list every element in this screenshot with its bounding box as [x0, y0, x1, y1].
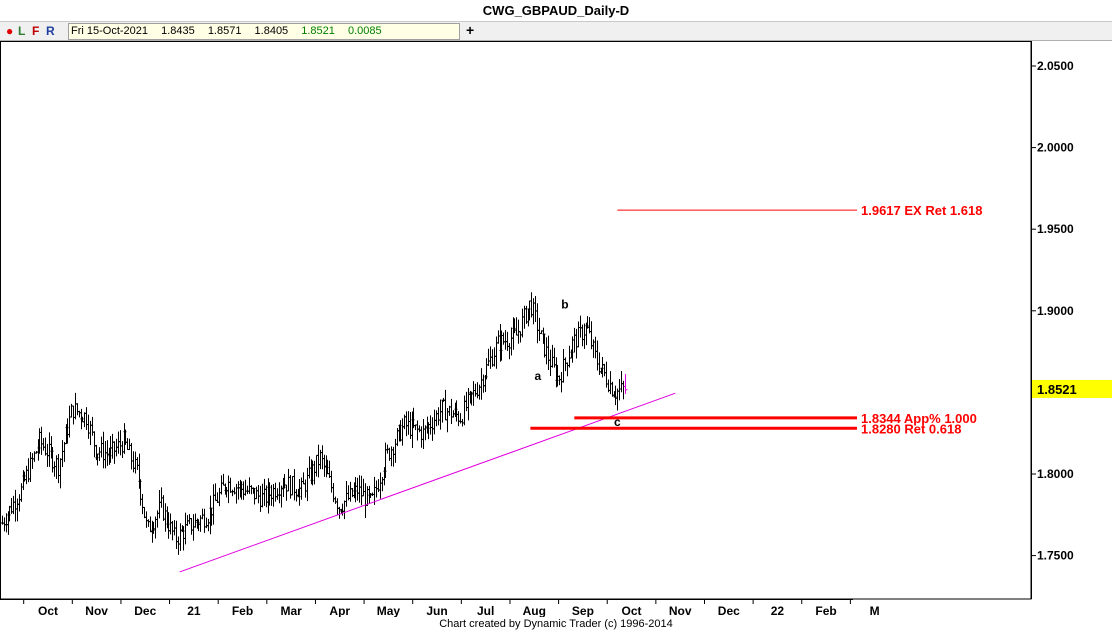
level-label: 1.8344 App% 1.000: [861, 411, 977, 426]
time-tick-label: Nov: [669, 604, 692, 617]
line-button[interactable]: L: [18, 24, 26, 38]
price-chart[interactable]: 2.0500 2.0000 1.9500 1.9000 1.8000 1.7500 Oct N…: [0, 41, 1112, 617]
time-tick-label: Apr: [329, 604, 350, 617]
quote-change: 0.0085: [347, 25, 382, 37]
time-tick-label: 22: [771, 604, 785, 617]
add-icon[interactable]: +: [466, 22, 475, 38]
time-tick-label: May: [377, 604, 401, 617]
price-tick-label: 1.7500: [1037, 549, 1074, 563]
quote-close: 1.8521: [301, 25, 335, 37]
quote-low: 1.8405: [254, 25, 289, 37]
wave-label: a: [535, 369, 542, 383]
time-tick-label: Sep: [572, 604, 594, 617]
footer-credit: Chart created by Dynamic Trader (c) 1996…: [439, 618, 673, 630]
quote-open: 1.8435: [161, 25, 195, 37]
ratio-button[interactable]: R: [46, 24, 55, 38]
time-tick-label: Oct: [622, 604, 642, 617]
plot-frame: [0, 41, 1032, 600]
fib-button[interactable]: F: [32, 24, 40, 38]
time-tick-label: Mar: [280, 604, 302, 617]
time-tick-label: Oct: [38, 604, 58, 617]
price-tick-label: 1.9000: [1037, 304, 1074, 318]
time-tick-label: Feb: [232, 604, 253, 617]
wave-label: c: [614, 415, 621, 429]
price-tick-label: 1.8000: [1037, 467, 1074, 481]
time-tick-label: Feb: [815, 604, 836, 617]
time-tick-label: M: [870, 604, 880, 617]
level-label: 1.8280 Ret 0.618: [861, 421, 961, 436]
level-label: 1.9617 EX Ret 1.618: [861, 203, 982, 218]
time-tick-label: Jul: [477, 604, 494, 617]
wave-label: b: [561, 297, 568, 311]
price-tick-label: 2.0500: [1037, 59, 1074, 73]
quote-high: 1.8571: [207, 25, 242, 37]
chart-toolbar: ● L F R Fri 15-Oct-2021 1.8435 1.8571 1.…: [0, 22, 1112, 41]
time-tick-label: Dec: [718, 604, 740, 617]
quote-readout: Fri 15-Oct-2021 1.8435 1.8571 1.8405 1.8…: [68, 23, 460, 40]
window-title: CWG_GBPAUD_Daily-D: [0, 0, 1112, 22]
time-tick-label: Aug: [523, 604, 546, 617]
last-price-marker: [1032, 379, 1112, 398]
last-price-label: 1.8521: [1037, 382, 1077, 397]
time-tick-label: Jun: [426, 604, 447, 617]
time-tick-label: Nov: [85, 604, 108, 617]
price-tick-label: 1.9500: [1037, 222, 1074, 236]
status-dot-icon[interactable]: ●: [6, 24, 14, 38]
trendline: [179, 392, 676, 573]
price-tick-label: 2.0000: [1037, 141, 1074, 155]
time-tick-label: Dec: [134, 604, 156, 617]
quote-date: Fri 15-Oct-2021: [71, 25, 149, 37]
time-tick-label: 21: [187, 604, 201, 617]
